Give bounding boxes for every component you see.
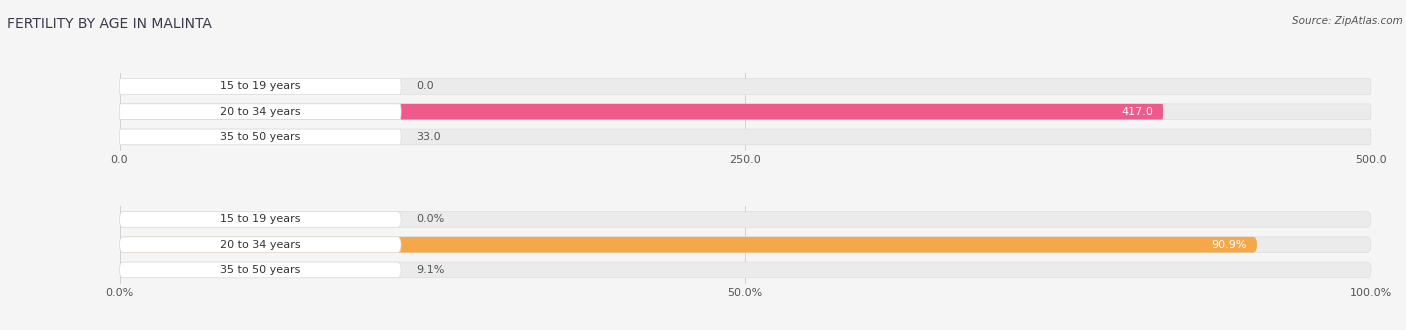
- FancyBboxPatch shape: [120, 79, 401, 94]
- FancyBboxPatch shape: [120, 262, 233, 278]
- Text: 20 to 34 years: 20 to 34 years: [219, 107, 301, 117]
- FancyBboxPatch shape: [120, 129, 202, 145]
- Text: 417.0: 417.0: [1121, 107, 1153, 117]
- Text: 35 to 50 years: 35 to 50 years: [221, 132, 301, 142]
- FancyBboxPatch shape: [120, 237, 1257, 252]
- Text: 0.0%: 0.0%: [416, 214, 444, 224]
- Text: 90.9%: 90.9%: [1212, 240, 1247, 250]
- Text: 15 to 19 years: 15 to 19 years: [219, 82, 301, 91]
- FancyBboxPatch shape: [120, 262, 1371, 278]
- FancyBboxPatch shape: [120, 104, 401, 119]
- FancyBboxPatch shape: [120, 104, 1163, 119]
- Text: 35 to 50 years: 35 to 50 years: [221, 265, 301, 275]
- Text: 9.1%: 9.1%: [416, 265, 444, 275]
- FancyBboxPatch shape: [120, 129, 1371, 145]
- Text: 20 to 34 years: 20 to 34 years: [219, 240, 301, 250]
- FancyBboxPatch shape: [120, 237, 1371, 252]
- FancyBboxPatch shape: [120, 129, 401, 145]
- FancyBboxPatch shape: [120, 237, 401, 252]
- Text: FERTILITY BY AGE IN MALINTA: FERTILITY BY AGE IN MALINTA: [7, 16, 212, 30]
- FancyBboxPatch shape: [120, 79, 1371, 94]
- Text: 33.0: 33.0: [416, 132, 440, 142]
- Text: 0.0: 0.0: [416, 82, 433, 91]
- FancyBboxPatch shape: [120, 212, 1371, 227]
- Text: Source: ZipAtlas.com: Source: ZipAtlas.com: [1292, 16, 1403, 26]
- FancyBboxPatch shape: [120, 104, 1371, 119]
- Text: 15 to 19 years: 15 to 19 years: [219, 214, 301, 224]
- FancyBboxPatch shape: [120, 212, 401, 227]
- FancyBboxPatch shape: [120, 262, 401, 278]
